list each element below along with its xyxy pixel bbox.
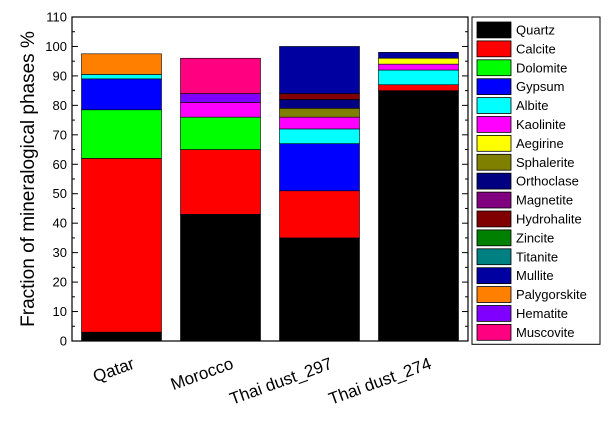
bar-segment-2-13: [279, 46, 360, 94]
bar-segment-3-5: [378, 63, 459, 71]
bar-segment-2-0: [279, 237, 360, 342]
bar-segment-0-2: [81, 109, 162, 159]
legend-label-6: Aegirine: [516, 136, 564, 151]
y-tick-label-1: 10: [53, 304, 67, 319]
bar-segment-2-4: [279, 128, 360, 144]
legend-swatch-16: [476, 323, 512, 341]
legend-swatch-7: [476, 153, 512, 171]
legend-label-7: Sphalerite: [516, 155, 575, 170]
legend-label-3: Gypsum: [516, 79, 564, 94]
y-tick-label-9: 90: [53, 68, 67, 83]
bar-segment-1-1: [180, 149, 261, 215]
bar-segment-1-2: [180, 116, 261, 150]
legend-label-9: Magnetite: [516, 193, 573, 208]
legend-swatch-8: [476, 172, 512, 190]
x-category-label-1: Morocco: [168, 354, 236, 394]
legend-swatch-11: [476, 229, 512, 247]
legend-label-8: Orthoclase: [516, 174, 579, 189]
y-tick-label-6: 60: [53, 157, 67, 172]
y-tick-label-10: 100: [45, 39, 67, 54]
legend-label-14: Palygorskite: [516, 287, 587, 302]
legend-swatch-15: [476, 305, 512, 322]
legend-label-1: Calcite: [516, 41, 556, 56]
y-tick-label-11: 110: [46, 10, 67, 25]
bar-segment-3-1: [378, 84, 459, 91]
legend-swatch-13: [476, 267, 512, 285]
legend-label-2: Dolomite: [516, 60, 567, 75]
bar-segment-3-4: [378, 69, 459, 86]
y-axis: 0 10 20 30 40 50 60 70 80 90 100 110: [45, 10, 468, 349]
legend: Quartz Calcite Dolomite Gypsum Albite Kaolini…: [471, 16, 601, 345]
legend-label-0: Quartz: [516, 23, 555, 38]
y-tick-label-5: 50: [53, 186, 67, 201]
bar-segment-0-4: [81, 74, 162, 80]
legend-label-10: Hydrohalite: [516, 212, 582, 227]
legend-label-12: Titanite: [516, 249, 558, 264]
legend-swatch-1: [476, 40, 512, 58]
bar-segment-2-1: [279, 190, 360, 239]
bar-segment-1-0: [180, 214, 261, 342]
legend-label-11: Zincite: [516, 230, 554, 245]
y-tick-label-3: 30: [53, 245, 67, 260]
legend-swatch-14: [476, 286, 512, 303]
legend-swatch-2: [476, 59, 512, 77]
x-category-label-3: Thai dust_274: [326, 354, 434, 409]
legend-swatch-6: [476, 134, 512, 152]
bar-segment-1-5: [180, 102, 261, 118]
bar-segment-2-3: [279, 143, 360, 192]
y-tick-label-8: 80: [53, 98, 67, 113]
legend-swatch-9: [476, 191, 512, 209]
bar-segment-3-6: [378, 57, 459, 65]
legend-swatch-3: [476, 78, 512, 95]
legend-swatch-5: [476, 116, 512, 133]
bar-segment-1-15: [180, 93, 261, 103]
legend-label-5: Kaolinite: [516, 117, 566, 132]
legend-swatch-10: [476, 210, 512, 228]
y-axis-title: Fraction of mineralogical phases %: [18, 31, 39, 327]
y-tick-label-2: 20: [53, 275, 67, 290]
bar-segment-2-10: [279, 93, 360, 100]
y-tick-label-7: 70: [53, 127, 67, 142]
legend-label-15: Hematite: [516, 306, 568, 321]
legend-label-16: Muscovite: [516, 325, 575, 340]
bar-segment-0-3: [81, 78, 162, 111]
legend-swatch-0: [476, 21, 512, 39]
bar-segment-2-8: [279, 99, 360, 109]
legend-swatch-4: [476, 97, 512, 114]
bar-segment-3-13: [378, 52, 459, 59]
legend-label-13: Mullite: [516, 268, 554, 283]
bars-layer: [81, 46, 459, 342]
x-category-label-0: Qatar: [90, 354, 137, 387]
x-category-label-2: Thai dust_297: [227, 354, 335, 409]
bar-segment-3-0: [378, 90, 459, 342]
bar-segment-0-1: [81, 158, 162, 333]
bar-segment-1-16: [180, 57, 261, 94]
bar-segment-2-5: [279, 116, 360, 130]
legend-label-4: Albite: [516, 98, 549, 113]
bar-segment-2-7: [279, 108, 360, 118]
legend-swatch-12: [476, 248, 512, 266]
bar-segment-0-14: [81, 53, 162, 75]
y-tick-label-0: 0: [60, 334, 67, 349]
y-tick-label-4: 40: [53, 216, 67, 231]
